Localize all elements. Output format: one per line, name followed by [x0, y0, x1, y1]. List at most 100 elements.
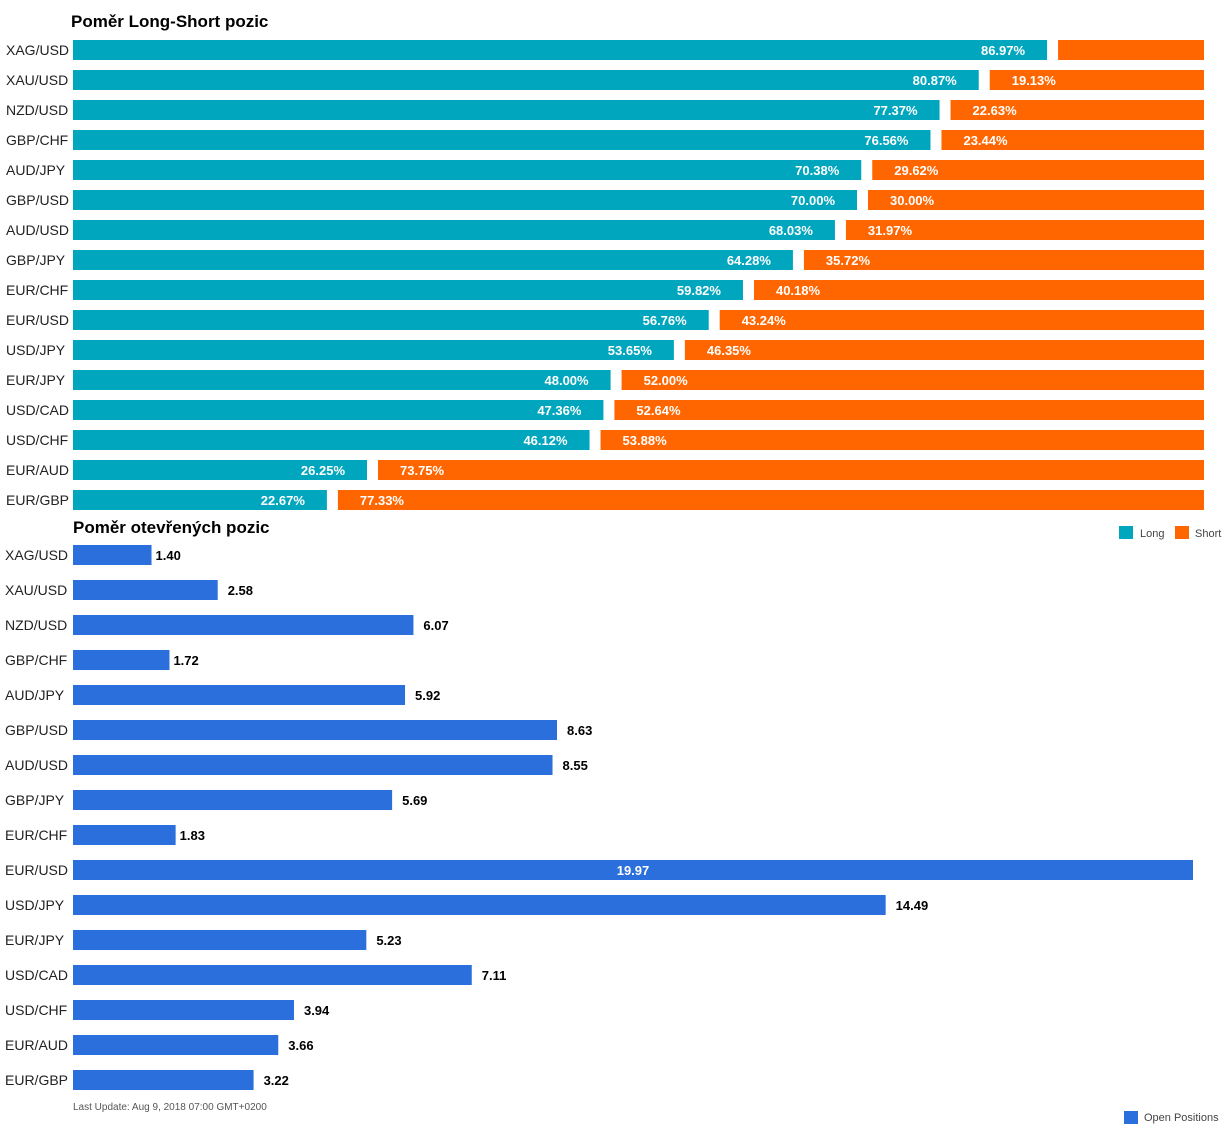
open-positions-value-label: 7.11: [482, 968, 507, 983]
long-value-label: 70.38%: [795, 163, 840, 178]
open-positions-bar: [73, 685, 406, 705]
open-positions-legend: Open Positions: [1124, 1111, 1219, 1124]
short-value-label: 35.72%: [826, 253, 871, 268]
open-positions-value-label: 19.97: [617, 863, 650, 878]
short-value-label: 29.62%: [894, 163, 939, 178]
op-category-label: EUR/GBP: [5, 1072, 68, 1088]
long-value-label: 56.76%: [643, 313, 688, 328]
long-bar: [73, 130, 931, 150]
op-category-label: GBP/CHF: [5, 652, 67, 668]
short-value-label: 73.75%: [400, 463, 445, 478]
ls-category-label: AUD/USD: [6, 222, 69, 238]
short-bar: [941, 130, 1204, 150]
short-bar: [950, 100, 1204, 120]
long-value-label: 76.56%: [864, 133, 909, 148]
long-bar: [73, 490, 327, 510]
open-positions-bar: [73, 825, 176, 845]
open-positions-value-label: 1.72: [173, 653, 198, 668]
open-positions-chart-title: Poměr otevřených pozic: [73, 518, 270, 537]
short-value-label: 53.88%: [623, 433, 668, 448]
open-positions-bar: [73, 1000, 294, 1020]
short-value-label: 19.13%: [1012, 73, 1057, 88]
short-bar: [614, 400, 1204, 420]
op-category-label: EUR/USD: [5, 862, 68, 878]
legend-long-label: Long: [1140, 528, 1164, 540]
long-bar: [73, 160, 862, 180]
long-bar: [73, 460, 367, 480]
long-bar: [73, 400, 604, 420]
short-value-label: 30.00%: [890, 193, 935, 208]
open-positions-bar: [73, 1070, 254, 1090]
open-positions-bar: [73, 545, 152, 565]
short-value-label: 23.44%: [963, 133, 1008, 148]
ls-category-label: GBP/USD: [6, 192, 69, 208]
open-positions-value-label: 14.49: [896, 898, 929, 913]
open-positions-value-label: 5.23: [376, 933, 401, 948]
short-bar: [621, 370, 1204, 390]
short-value-label: 52.00%: [644, 373, 689, 388]
long-value-label: 77.37%: [873, 103, 918, 118]
long-bar: [73, 220, 835, 240]
open-positions-bar: [73, 720, 558, 740]
short-value-label: 43.24%: [742, 313, 787, 328]
long-value-label: 26.25%: [301, 463, 346, 478]
short-bar: [753, 280, 1204, 300]
op-category-label: USD/CHF: [5, 1002, 67, 1018]
long-bar: [73, 280, 743, 300]
op-category-label: NZD/USD: [5, 617, 67, 633]
short-bar: [868, 190, 1204, 210]
op-category-label: USD/CAD: [5, 967, 68, 983]
last-update-note: Last Update: Aug 9, 2018 07:00 GMT+0200: [73, 1102, 267, 1113]
op-category-label: EUR/JPY: [5, 932, 65, 948]
short-bar: [337, 490, 1204, 510]
long-bar: [73, 250, 793, 270]
ls-category-label: USD/CHF: [6, 432, 68, 448]
short-value-label: 40.18%: [776, 283, 821, 298]
long-value-label: 86.97%: [981, 43, 1026, 58]
short-bar: [845, 220, 1204, 240]
open-positions-chart: Poměr otevřených pozic XAG/USD 1.40 XAU/US…: [5, 518, 1219, 1124]
op-category-label: GBP/JPY: [5, 792, 65, 808]
op-category-label: USD/JPY: [5, 897, 65, 913]
long-value-label: 46.12%: [523, 433, 568, 448]
long-bar: [73, 70, 979, 90]
open-positions-bar: [73, 895, 886, 915]
op-category-label: AUD/JPY: [5, 687, 65, 703]
legend-long-swatch: [1119, 526, 1133, 539]
open-positions-value-label: 5.92: [415, 688, 440, 703]
ls-category-label: GBP/CHF: [6, 132, 68, 148]
ls-category-label: USD/CAD: [6, 402, 69, 418]
open-positions-value-label: 1.83: [180, 828, 205, 843]
open-positions-bar: [73, 790, 393, 810]
open-positions-value-label: 8.63: [567, 723, 592, 738]
long-value-label: 47.36%: [537, 403, 582, 418]
op-category-label: AUD/USD: [5, 757, 68, 773]
op-category-label: EUR/CHF: [5, 827, 67, 843]
long-value-label: 80.87%: [913, 73, 958, 88]
long-value-label: 59.82%: [677, 283, 722, 298]
long-bar: [73, 40, 1048, 60]
ls-category-label: EUR/AUD: [6, 462, 69, 478]
short-bar: [872, 160, 1204, 180]
long-short-chart-title: Poměr Long-Short pozic: [71, 12, 268, 31]
ls-category-label: EUR/CHF: [6, 282, 68, 298]
ls-category-label: GBP/JPY: [6, 252, 66, 268]
open-positions-bar: [73, 615, 414, 635]
ls-category-label: EUR/USD: [6, 312, 69, 328]
long-bar: [73, 340, 674, 360]
short-value-label: 31.97%: [868, 223, 913, 238]
long-value-label: 22.67%: [261, 493, 306, 508]
op-category-label: XAG/USD: [5, 547, 68, 563]
open-positions-bar: [73, 860, 1193, 880]
long-short-chart: Poměr Long-Short pozic XAG/USD 86.97% XAU/…: [6, 12, 1221, 540]
open-positions-value-label: 3.66: [288, 1038, 313, 1053]
short-bar: [684, 340, 1204, 360]
long-value-label: 48.00%: [545, 373, 590, 388]
long-value-label: 64.28%: [727, 253, 772, 268]
op-category-label: EUR/AUD: [5, 1037, 68, 1053]
long-bar: [73, 100, 940, 120]
short-bar: [600, 430, 1204, 450]
short-value-label: 46.35%: [707, 343, 752, 358]
open-positions-rows: XAG/USD 1.40 XAU/USD 2.58 NZD/USD 6.07 GBP/CHF…: [5, 545, 1193, 1090]
long-value-label: 68.03%: [769, 223, 814, 238]
